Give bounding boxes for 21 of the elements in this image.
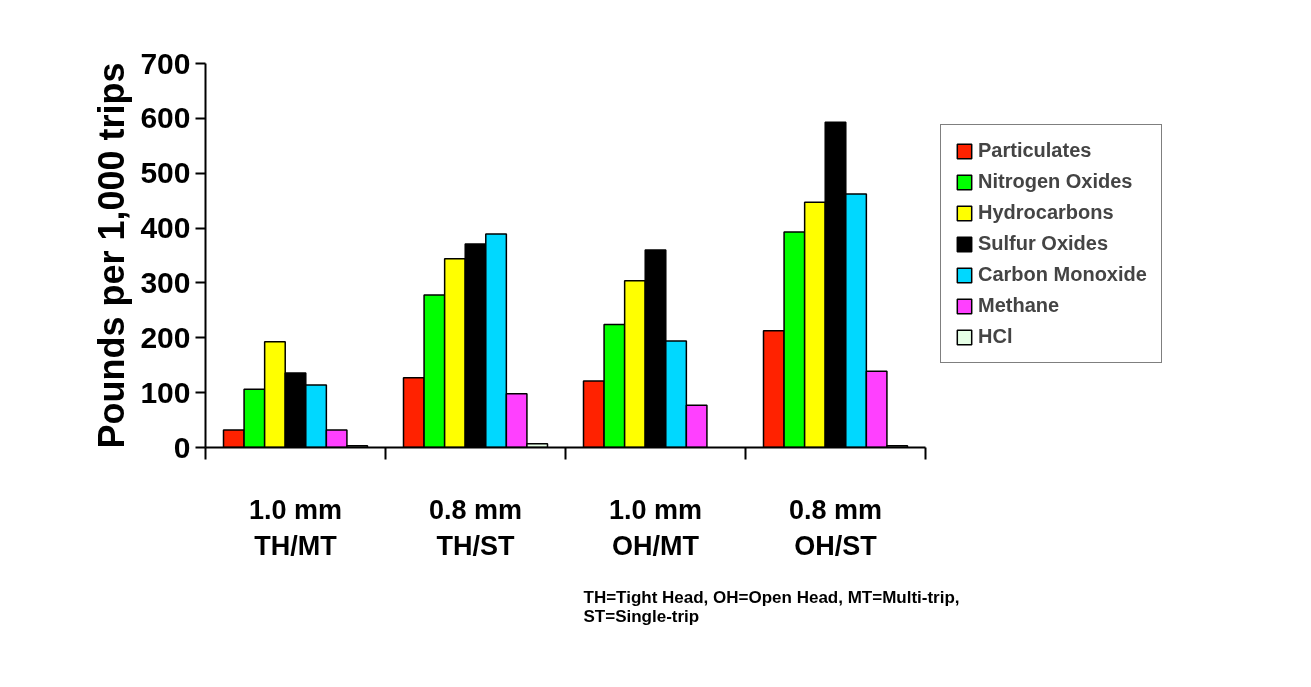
y-tick-label: 500 [140, 156, 191, 190]
y-tick-label: 0 [173, 430, 191, 464]
y-tick-label: 700 [140, 46, 191, 80]
legend-label: Methane [978, 294, 1060, 317]
y-tick-label: 300 [140, 265, 191, 299]
x-tick-label: 0.8 mm OH/ST [788, 494, 883, 561]
text: TH=Tight Head, OH=Open Head, MT=Multi-trip, ST=Single-trip [583, 588, 960, 626]
y-tick-label: 400 [140, 211, 191, 245]
y-axis-title: Pounds per 1,000 trips [91, 62, 133, 449]
x-tick-label: 1.0 mm TH/MT [248, 494, 343, 561]
y-tick-label: 600 [140, 101, 191, 135]
legend-label: Nitrogen Oxides [978, 170, 1133, 193]
legend-label: Particulates [978, 139, 1092, 162]
y-tick-label: 100 [140, 375, 191, 409]
y-tick-label: 200 [140, 320, 191, 354]
x-tick-label: 0.8 mm TH/ST [428, 494, 523, 561]
legend-label: Sulfur Oxides [978, 232, 1109, 255]
legend-label: Hydrocarbons [978, 201, 1114, 224]
legend-label: HCl [978, 325, 1013, 348]
legend-label: Carbon Monoxide [978, 263, 1147, 286]
x-tick-label: 1.0 mm OH/MT [608, 494, 703, 561]
